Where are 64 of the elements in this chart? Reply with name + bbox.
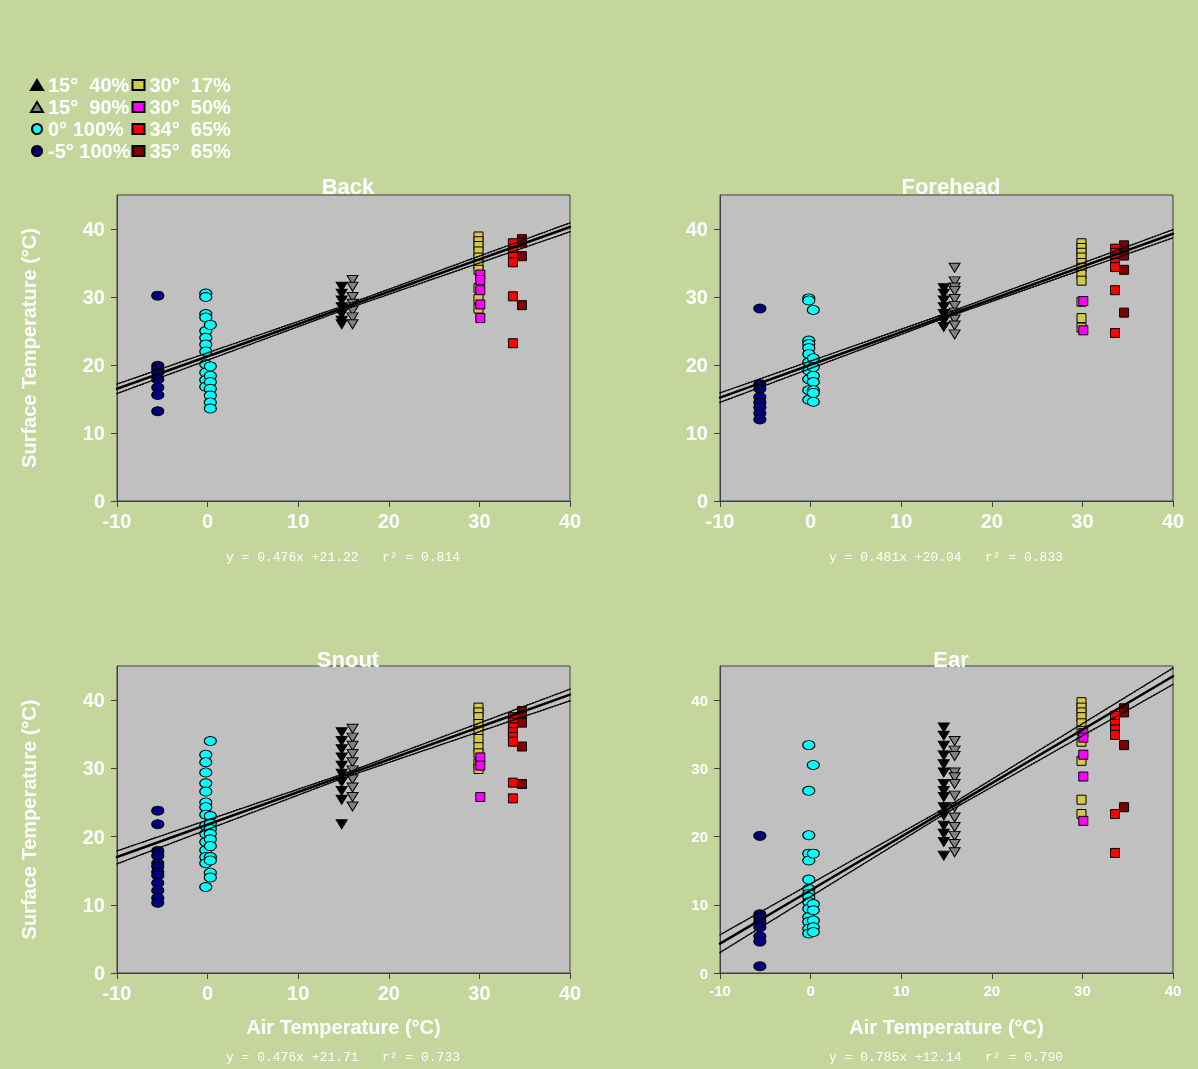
chart-title: Snout (316, 646, 380, 672)
y-tick-label: 40 (82, 689, 105, 712)
legend-label: 15° 40% (48, 74, 130, 96)
chart-title: Forehead (901, 173, 1001, 199)
x-tick-label: 20 (983, 982, 1001, 999)
x-tick-label: 40 (1164, 982, 1182, 999)
legend-label: 15° 90% (48, 96, 130, 118)
text: y = 0.785x +12.14 r² = 0.790 (828, 1049, 1064, 1065)
x-tick-label: 10 (890, 510, 913, 532)
y-tick-label: 0 (696, 490, 708, 512)
x-tick-label: 10 (892, 982, 910, 999)
x-tick-label: 10 (287, 510, 310, 532)
x-tick-label: 20 (377, 510, 400, 532)
x-axis-title: Air Temperature (°C) (246, 1016, 441, 1038)
x-tick-label: 0 (806, 982, 815, 999)
y-tick-label: 0 (93, 490, 105, 512)
y-tick-label: 10 (82, 893, 105, 916)
y-tick-label: 30 (82, 757, 105, 780)
x-tick-label: 0 (202, 510, 214, 532)
x-tick-label: -10 (102, 982, 132, 1004)
y-tick-label: 0 (699, 964, 708, 982)
x-tick-label: 30 (1071, 510, 1094, 532)
text: y = 0.476x +21.71 r² = 0.733 (225, 1049, 461, 1065)
chart-title: Ear (933, 646, 970, 672)
legend-label: 30° 50% (149, 96, 232, 118)
y-tick-label: 10 (685, 422, 708, 444)
text: y = 0.481x +20.04 r² = 0.833 (828, 549, 1064, 565)
x-axis-title: Air Temperature (°C) (849, 1016, 1044, 1038)
x-tick-label: 30 (1074, 982, 1091, 999)
legend-label: 30° 17% (149, 74, 232, 96)
x-tick-label: -10 (705, 510, 735, 532)
chart-title: Back (321, 173, 376, 199)
legend-label: -5° 100% (48, 140, 131, 162)
y-tick-label: 30 (691, 759, 708, 777)
y-tick-label: 10 (82, 422, 105, 444)
x-tick-label: 30 (468, 982, 491, 1004)
x-tick-label: 20 (980, 510, 1003, 532)
x-tick-label: 40 (558, 510, 582, 532)
legend-label: 34° 65% (149, 118, 232, 140)
y-tick-label: 40 (685, 218, 708, 240)
y-tick-label: 20 (685, 354, 708, 376)
y-tick-label: 20 (82, 825, 105, 848)
x-tick-label: 40 (1161, 510, 1185, 532)
x-tick-label: 30 (468, 510, 491, 532)
legend-label: 35° 65% (149, 140, 232, 162)
x-tick-label: -10 (102, 510, 132, 532)
x-tick-label: 40 (558, 982, 582, 1004)
y-tick-label: 0 (93, 962, 105, 984)
y-axis-title: Surface Temperature (°C) (18, 699, 40, 940)
x-tick-label: -10 (709, 982, 731, 999)
x-tick-label: 20 (377, 982, 400, 1004)
y-tick-label: 20 (82, 354, 105, 376)
y-tick-label: 20 (691, 828, 708, 846)
y-tick-label: 10 (691, 896, 708, 914)
x-tick-label: 0 (202, 982, 214, 1004)
y-axis-title: Surface Temperature (°C) (18, 228, 40, 468)
y-tick-label: 40 (691, 691, 708, 709)
text: y = 0.476x +21.22 r² = 0.814 (225, 549, 461, 565)
x-tick-label: 0 (805, 510, 817, 532)
y-tick-label: 30 (82, 286, 105, 308)
x-tick-label: 10 (287, 982, 310, 1004)
legend-label: 0° 100% (48, 118, 125, 140)
y-tick-label: 40 (82, 218, 105, 240)
y-tick-label: 30 (685, 286, 708, 308)
